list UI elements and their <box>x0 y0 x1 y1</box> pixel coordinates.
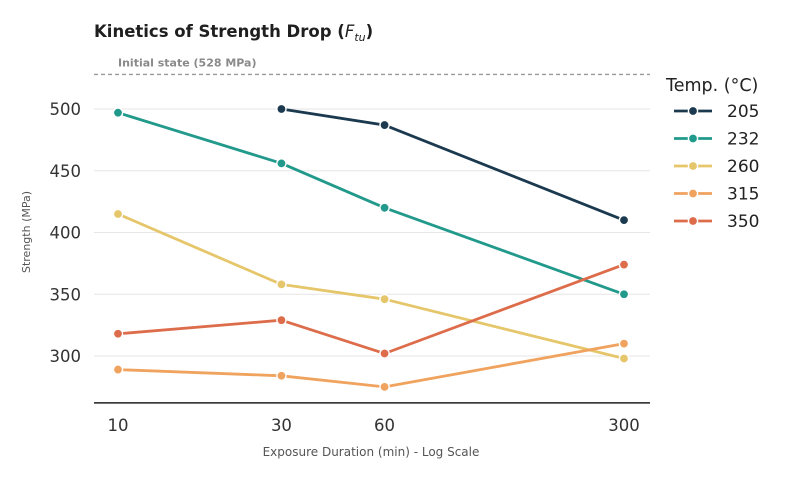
legend-marker <box>687 133 699 144</box>
data-point <box>112 364 124 375</box>
data-point <box>276 314 287 326</box>
reference-layer: Initial state (528 MPa) <box>94 56 650 76</box>
legend-title: Temp. (°C) <box>665 76 758 96</box>
legend-item-260: 260 <box>674 157 759 177</box>
data-point <box>618 259 630 270</box>
y-tick-label: 300 <box>50 347 82 366</box>
x-tick-label: 30 <box>271 416 292 435</box>
legend-marker <box>687 105 699 117</box>
data-point <box>379 348 390 359</box>
legend-label: 260 <box>727 157 759 177</box>
chart-title: Kinetics of Strength Drop (Ftu) <box>94 22 373 44</box>
legend-label: 315 <box>727 185 759 205</box>
data-point <box>276 158 287 169</box>
legend-item-315: 315 <box>674 185 759 205</box>
series-315 <box>112 338 630 393</box>
x-tick-label: 300 <box>608 416 640 435</box>
legend-item-350: 350 <box>674 212 759 232</box>
series-260 <box>112 208 630 364</box>
series-line-350 <box>116 263 626 355</box>
y-axis-label: Strength (MPa) <box>20 191 33 273</box>
data-point <box>276 279 287 290</box>
x-tick-label: 60 <box>374 416 395 435</box>
y-tick-label: 350 <box>50 285 82 304</box>
series-line-232 <box>116 111 626 296</box>
data-point <box>112 328 124 340</box>
series-350 <box>112 259 630 359</box>
data-point <box>112 208 124 220</box>
data-point <box>379 293 390 305</box>
legend: Temp. (°C) 205 232 260 315 350 <box>665 76 759 232</box>
grid-lines <box>94 108 650 357</box>
y-tick-labels: 300 350 400 450 500 <box>50 100 82 366</box>
legend-label: 350 <box>727 212 759 232</box>
data-point <box>618 288 630 300</box>
y-tick-label: 500 <box>50 100 82 119</box>
x-tick-label: 10 <box>108 416 129 435</box>
y-tick-label: 450 <box>50 162 82 181</box>
series-232 <box>112 107 630 300</box>
data-point <box>276 370 287 382</box>
series-line-315 <box>116 342 626 389</box>
legend-marker <box>687 160 699 172</box>
series-line-260 <box>116 212 626 360</box>
legend-marker <box>687 188 699 199</box>
data-point <box>379 119 390 131</box>
legend-label: 232 <box>727 130 759 150</box>
data-point <box>379 202 390 214</box>
data-point <box>276 103 287 115</box>
legend-label: 205 <box>727 102 759 122</box>
data-point <box>618 353 630 364</box>
x-axis-label: Exposure Duration (min) - Log Scale <box>263 445 480 459</box>
legend-item-205: 205 <box>674 102 759 122</box>
series-205 <box>276 103 630 226</box>
data-point <box>618 214 630 226</box>
reference-line-label: Initial state (528 MPa) <box>118 56 257 69</box>
series-line-205 <box>279 107 626 222</box>
legend-item-232: 232 <box>674 130 759 150</box>
legend-marker <box>687 215 699 227</box>
data-point <box>379 381 390 393</box>
y-tick-label: 400 <box>50 224 82 243</box>
x-tick-labels: 10 30 60 300 <box>108 416 640 435</box>
data-point <box>618 338 630 349</box>
data-point <box>112 107 124 119</box>
series-layer <box>112 103 630 393</box>
